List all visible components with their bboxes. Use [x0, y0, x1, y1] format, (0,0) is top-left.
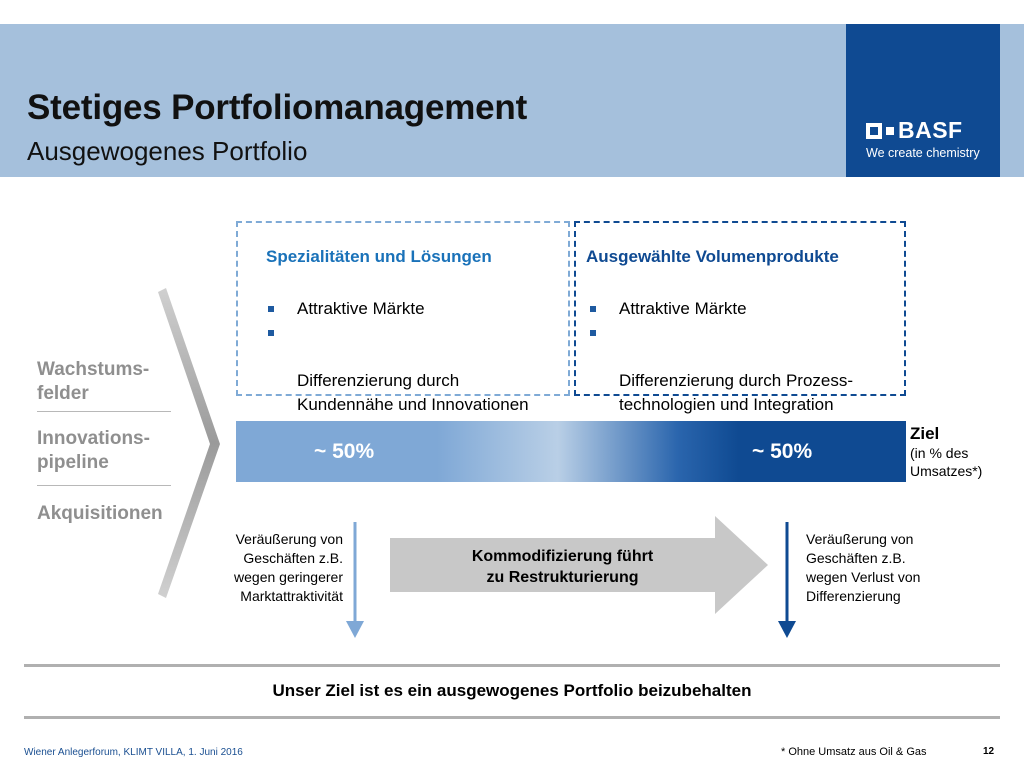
bullet-square-icon	[268, 330, 274, 336]
commoditization-label: Kommodifizierung führt zu Restrukturieru…	[471, 548, 654, 586]
bullet-item: Attraktive Märkte	[590, 297, 747, 321]
footer-footnote: * Ohne Umsatz aus Oil & Gas	[781, 746, 927, 758]
logo-dot-icon	[886, 127, 894, 135]
bullet-square-icon	[590, 330, 596, 336]
target-share-bar	[236, 421, 906, 482]
lever-acquisitions: Akquisitionen	[37, 503, 163, 524]
big-right-arrow-icon	[390, 516, 768, 614]
basf-logo: BASF We create chemistry	[846, 24, 1000, 177]
divest-left-text: Veräußerung von Geschäften z.B. wegen ge…	[234, 531, 343, 604]
bullet-item: Differenzierung durch Prozess- technolog…	[590, 321, 853, 417]
lever-innovation-pipeline: Innovations- pipeline	[37, 428, 150, 473]
logo-tagline: We create chemistry	[866, 146, 980, 160]
bullet-item: Differenzierung durch Kundennähe und Inn…	[268, 321, 529, 417]
divider	[37, 411, 171, 412]
box-specialties: Spezialitäten und Lösungen Attraktive Mä…	[236, 221, 570, 414]
divider	[24, 716, 1000, 719]
summary-text: Unser Ziel ist es ein ausgewogenes Portf…	[272, 681, 752, 700]
bullet-square-icon	[590, 306, 596, 312]
lever-growth-fields: Wachstums- felder	[37, 359, 150, 404]
divest-right-text: Veräußerung von Geschäften z.B. wegen Ve…	[806, 531, 921, 604]
box-volume-heading: Ausgewählte Volumenprodukte	[586, 247, 839, 266]
logo-square-icon	[866, 123, 882, 139]
page-number: 12	[983, 746, 995, 757]
divider	[24, 664, 1000, 667]
box-volume-products: Ausgewählte Volumenprodukte Attraktive M…	[574, 221, 906, 414]
logo-wordmark: BASF	[898, 117, 963, 143]
page-title: Stetiges Portfoliomanagement	[27, 88, 528, 127]
bullet-square-icon	[268, 306, 274, 312]
bullet-item: Attraktive Märkte	[268, 297, 425, 321]
footer-event: Wiener Anlegerforum, KLIMT VILLA, 1. Jun…	[24, 747, 243, 758]
right-share-label: ~ 50%	[752, 440, 813, 463]
box-specialties-heading: Spezialitäten und Lösungen	[266, 247, 492, 266]
divider	[37, 485, 171, 486]
left-share-label: ~ 50%	[314, 440, 375, 463]
target-sublabel: (in % des Umsatzes*)	[910, 445, 983, 479]
page-subtitle: Ausgewogenes Portfolio	[27, 136, 308, 166]
target-label: Ziel	[910, 424, 940, 443]
